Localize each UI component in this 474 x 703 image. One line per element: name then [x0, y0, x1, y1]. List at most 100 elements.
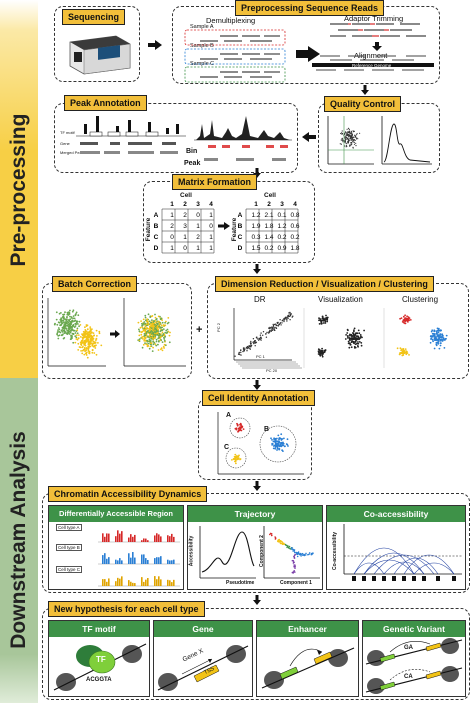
dr-point — [286, 318, 288, 321]
batch-point — [66, 322, 68, 325]
batch-point — [154, 313, 156, 316]
identity-point — [235, 456, 238, 459]
qc-point — [351, 135, 353, 137]
identity-point — [274, 438, 277, 441]
matrix-arrow-icon — [218, 222, 230, 230]
dar-bar — [147, 578, 149, 586]
cluster-point — [436, 329, 439, 332]
viz-point — [357, 329, 360, 332]
qc-point — [352, 141, 354, 143]
viz-point — [323, 349, 326, 352]
batch-point — [141, 336, 143, 339]
batch-point — [73, 320, 76, 322]
dr-point — [289, 315, 291, 317]
dar-bar — [115, 559, 117, 564]
batch-point — [56, 323, 59, 326]
cluster-point — [443, 347, 446, 349]
arrow-down-icon — [361, 85, 369, 95]
batch-point — [81, 339, 84, 341]
dr-point — [248, 345, 250, 347]
batch-point — [75, 334, 78, 337]
cluster-point — [404, 348, 407, 350]
dar-bar — [108, 557, 110, 564]
identity-point — [274, 444, 277, 447]
cluster-point — [407, 318, 410, 321]
tf-motif-panel: TF motif — [48, 620, 150, 697]
trajectory-point — [292, 548, 295, 551]
coaccessibility-panel: Co-accessibility — [326, 505, 466, 590]
dr-point — [286, 320, 288, 322]
batch-point — [74, 332, 77, 334]
trajectory-point — [282, 542, 284, 544]
dar-bar — [108, 578, 110, 586]
qc-point — [347, 134, 349, 136]
batch-point — [149, 325, 151, 327]
dar-bar — [119, 533, 121, 542]
batch-point — [83, 331, 86, 333]
identity-point — [231, 459, 233, 461]
accessibility-axis-label: Accessibility — [188, 535, 195, 567]
batch-point — [61, 329, 64, 331]
demultiplexing-label: Demultiplexing — [206, 16, 256, 25]
batch-point — [62, 319, 64, 322]
identity-point — [277, 440, 280, 443]
matrix-col-id: 3 — [196, 201, 200, 208]
dr-point — [247, 347, 249, 349]
batch-point — [77, 334, 80, 336]
dr-point — [271, 326, 273, 328]
sequencing-box — [54, 6, 140, 82]
batch-point — [55, 311, 58, 314]
qc-point — [344, 140, 346, 142]
qc-point — [346, 128, 348, 130]
batch-point — [94, 347, 97, 349]
batch-point — [81, 352, 84, 355]
variant-ca-label: CA — [404, 674, 413, 680]
batch-point — [68, 311, 70, 314]
dar-bar — [147, 559, 149, 564]
dr-point — [274, 329, 276, 332]
matrix-value: 1 — [209, 212, 213, 219]
qc-point — [355, 142, 357, 144]
identity-point — [236, 455, 238, 457]
dim-reduction-header: Dimension Reduction / Visualization / Cl… — [215, 276, 434, 292]
trajectory-point — [278, 538, 280, 541]
dar-bar — [160, 579, 162, 586]
cluster-point — [400, 349, 402, 352]
dr-point — [286, 315, 289, 317]
batch-point — [62, 313, 64, 316]
batch-point — [148, 330, 151, 333]
batch-point — [70, 316, 73, 318]
qc-point — [345, 131, 347, 133]
identity-point — [235, 427, 238, 430]
dar-bar — [167, 579, 169, 586]
viz-point — [349, 334, 351, 337]
trajectory-point — [287, 545, 289, 547]
matrix-row-id: A — [238, 212, 243, 219]
identity-point — [277, 434, 280, 437]
viz-point — [359, 334, 362, 336]
trajectory-point — [310, 552, 313, 555]
cluster-point — [404, 320, 407, 323]
dar-bar — [154, 576, 156, 586]
batch-point — [63, 324, 65, 327]
batch-point — [167, 317, 170, 319]
viz-point — [350, 346, 353, 349]
identity-point — [237, 430, 240, 432]
batch-point — [91, 349, 94, 351]
dar-bar — [132, 582, 134, 586]
dar-bar — [158, 576, 160, 586]
batch-point — [73, 317, 76, 320]
dr-point — [292, 315, 294, 317]
trajectory-point — [284, 543, 287, 546]
dr-point — [250, 340, 252, 343]
dar-bar — [167, 559, 169, 564]
batch-point — [160, 347, 163, 350]
batch-point — [85, 338, 88, 341]
batch-point — [91, 343, 94, 346]
cell-type-c-label: Cell type C — [56, 566, 83, 573]
batch-point — [83, 343, 86, 346]
dar-title: Differentially Accessible Region — [49, 506, 183, 522]
batch-point — [138, 330, 141, 333]
trajectory-point — [297, 551, 300, 553]
batch-point — [166, 331, 169, 334]
